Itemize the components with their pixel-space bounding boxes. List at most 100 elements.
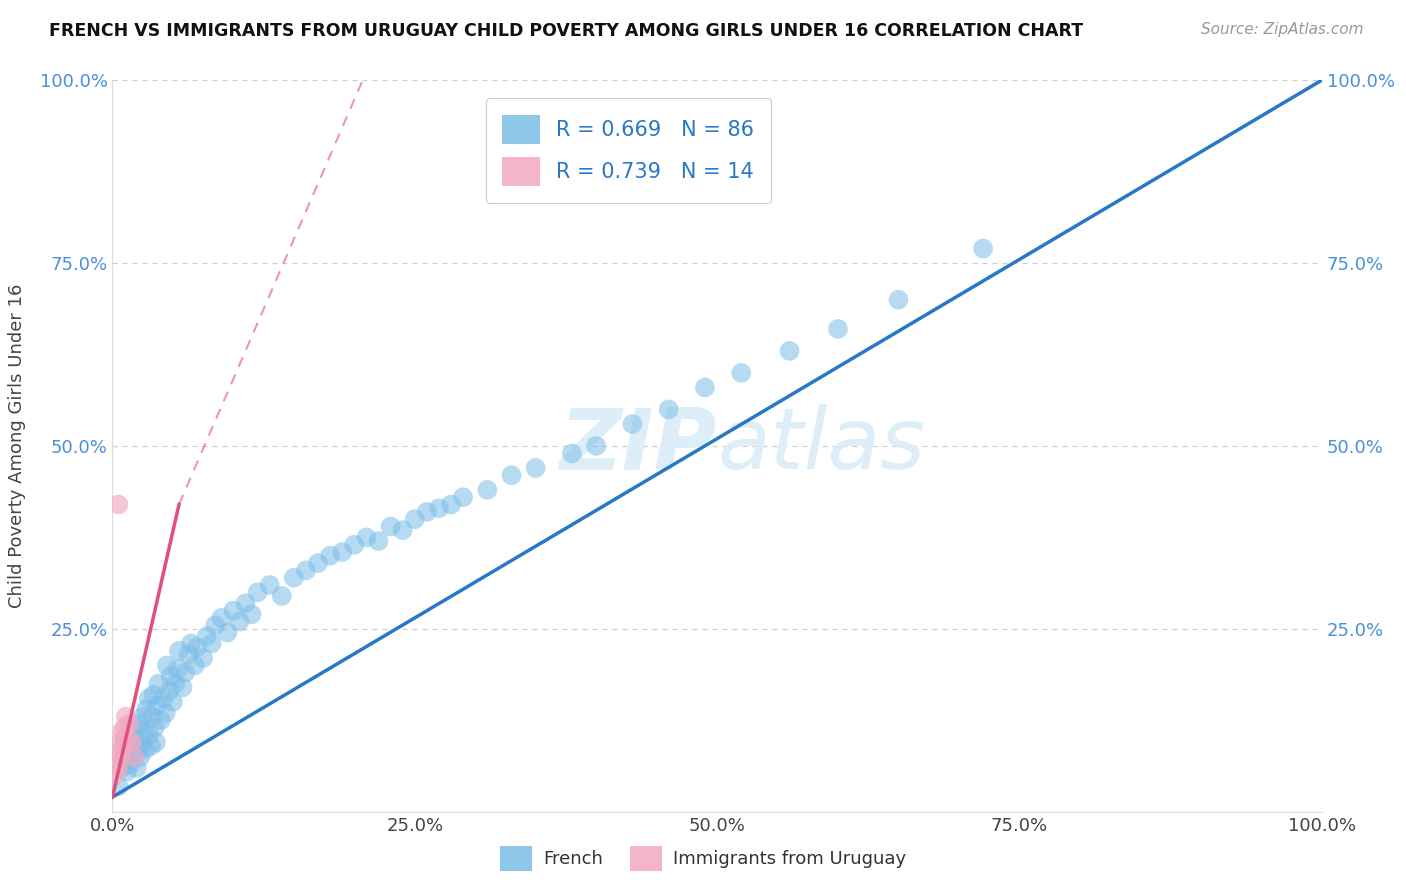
Point — [112, 739, 135, 753]
Point — [159, 669, 181, 683]
Point — [129, 749, 152, 764]
Point — [107, 761, 129, 775]
Text: atlas: atlas — [717, 404, 925, 488]
Point — [132, 735, 155, 749]
Point — [132, 724, 155, 739]
Point — [141, 739, 163, 753]
Point — [167, 644, 190, 658]
Point — [104, 768, 127, 782]
Point — [180, 636, 202, 650]
Point — [149, 714, 172, 728]
Point — [319, 549, 342, 563]
Point — [165, 676, 187, 690]
Point — [152, 691, 174, 706]
Point — [114, 749, 136, 764]
Point — [166, 662, 188, 676]
Point — [145, 735, 167, 749]
Point — [730, 366, 752, 380]
Point — [356, 530, 378, 544]
Text: ZIP: ZIP — [560, 404, 717, 488]
Point — [121, 735, 143, 749]
Point — [295, 563, 318, 577]
Point — [343, 538, 366, 552]
Point — [693, 380, 716, 394]
Point — [427, 501, 450, 516]
Point — [111, 724, 134, 739]
Point — [561, 446, 583, 460]
Point — [283, 571, 305, 585]
Point — [157, 684, 180, 698]
Point — [235, 596, 257, 610]
Point — [128, 717, 150, 731]
Point — [115, 731, 138, 746]
Point — [524, 461, 547, 475]
Point — [270, 589, 292, 603]
Point — [621, 417, 644, 431]
Point — [658, 402, 681, 417]
Text: Source: ZipAtlas.com: Source: ZipAtlas.com — [1201, 22, 1364, 37]
Point — [201, 636, 224, 650]
Point — [132, 709, 155, 723]
Point — [222, 603, 245, 617]
Point — [117, 739, 139, 753]
Point — [148, 676, 170, 690]
Point — [114, 731, 136, 746]
Point — [827, 322, 849, 336]
Point — [246, 585, 269, 599]
Point — [779, 343, 801, 358]
Point — [105, 746, 128, 760]
Legend: French, Immigrants from Uruguay: French, Immigrants from Uruguay — [492, 838, 914, 879]
Point — [191, 651, 214, 665]
Point — [330, 545, 353, 559]
Point — [156, 658, 179, 673]
Legend: R = 0.669   N = 86, R = 0.739   N = 14: R = 0.669 N = 86, R = 0.739 N = 14 — [485, 98, 770, 202]
Point — [204, 618, 226, 632]
Point — [307, 556, 329, 570]
Point — [120, 724, 142, 739]
Point — [114, 709, 136, 723]
Point — [172, 681, 194, 695]
Point — [972, 242, 994, 256]
Point — [367, 534, 389, 549]
Point — [228, 615, 250, 629]
Point — [155, 706, 177, 720]
Point — [115, 764, 138, 779]
Point — [209, 611, 232, 625]
Point — [477, 483, 499, 497]
Point — [134, 742, 156, 756]
Point — [162, 695, 184, 709]
Point — [108, 735, 131, 749]
Point — [186, 640, 208, 655]
Point — [217, 625, 239, 640]
Point — [138, 728, 160, 742]
Point — [135, 702, 157, 716]
Point — [416, 505, 439, 519]
Point — [887, 293, 910, 307]
Y-axis label: Child Poverty Among Girls Under 16: Child Poverty Among Girls Under 16 — [7, 284, 25, 608]
Point — [146, 698, 169, 713]
Point — [380, 519, 402, 533]
Point — [110, 749, 132, 764]
Point — [451, 490, 474, 504]
Point — [195, 629, 218, 643]
Point — [391, 523, 413, 537]
Point — [121, 746, 143, 760]
Text: FRENCH VS IMMIGRANTS FROM URUGUAY CHILD POVERTY AMONG GIRLS UNDER 16 CORRELATION: FRENCH VS IMMIGRANTS FROM URUGUAY CHILD … — [49, 22, 1084, 40]
Point — [143, 721, 166, 735]
Point — [138, 691, 160, 706]
Point — [114, 721, 136, 735]
Point — [125, 721, 148, 735]
Point — [122, 735, 145, 749]
Point — [128, 742, 150, 756]
Point — [177, 648, 200, 662]
Point — [404, 512, 426, 526]
Point — [120, 757, 142, 772]
Point — [259, 578, 281, 592]
Point — [142, 688, 165, 702]
Point — [141, 709, 163, 723]
Point — [183, 658, 205, 673]
Point — [174, 665, 197, 680]
Point — [118, 717, 141, 731]
Point — [122, 749, 145, 764]
Point — [501, 468, 523, 483]
